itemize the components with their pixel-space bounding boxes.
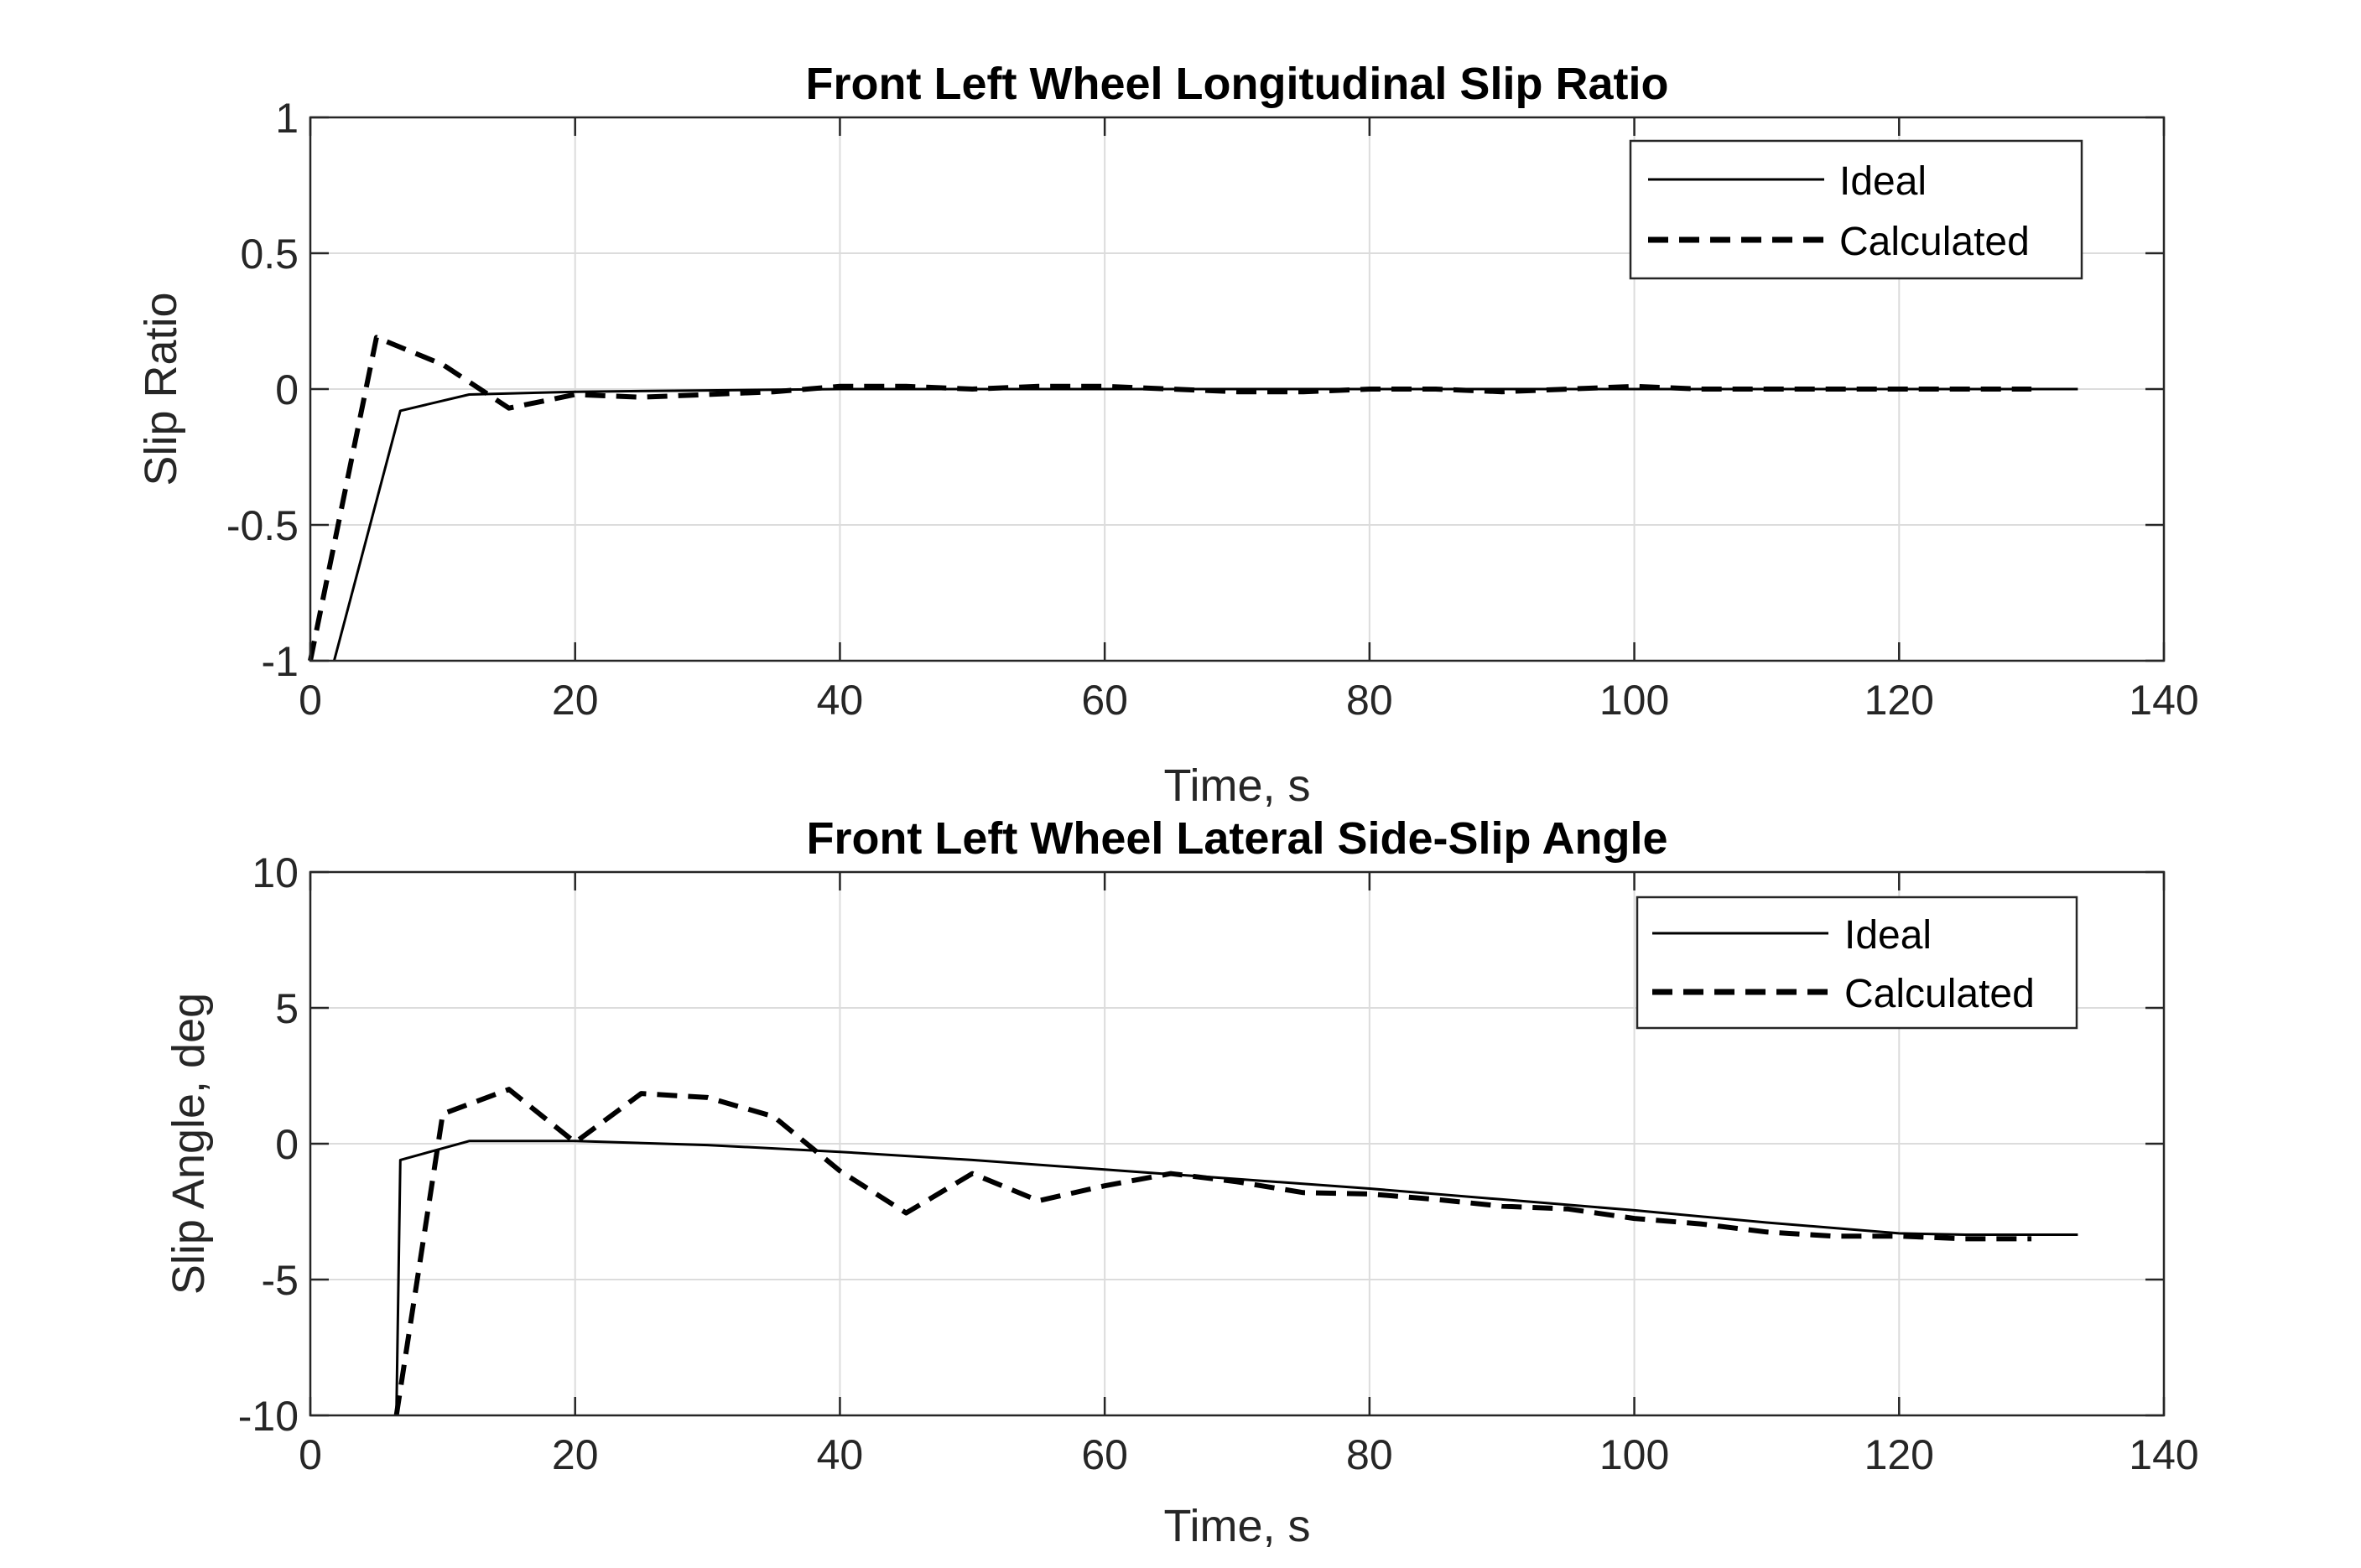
slip-angle-legend: Ideal Calculated xyxy=(1636,896,2078,1030)
slip-ratio-legend-box xyxy=(1629,139,2083,280)
slip-ratio-series-calculated-line xyxy=(308,335,2032,662)
slip-angle-grid xyxy=(310,872,2164,1415)
slip-angle-ticks: 0 20 40 60 80 100 120 140 -10 -5 0 5 10 xyxy=(238,849,2199,1478)
slip-ratio-y-tick-label: 0.5 xyxy=(240,231,299,278)
slip-angle-chart-title: Front Left Wheel Lateral Side-Slip Angle xyxy=(806,813,1667,864)
slip-angle-y-tick-label: 0 xyxy=(275,1121,299,1168)
slip-angle-plot-area xyxy=(393,1087,2078,1416)
slip-ratio-x-tick-label: 80 xyxy=(1346,677,1393,724)
slip-ratio-x-tick-label: 0 xyxy=(299,677,322,724)
slip-angle-series-calculated-line xyxy=(393,1087,2032,1416)
slip-ratio-y-tick-label: -0.5 xyxy=(226,502,299,549)
slip-angle-y-tick-label: -5 xyxy=(262,1257,299,1304)
slip-angle-x-tick-label: 60 xyxy=(1081,1431,1128,1478)
slip-ratio-axes: 0 20 40 60 80 100 120 140 -1 -0.5 0 0.5 1 Front Left… xyxy=(136,59,2199,811)
slip-angle-axes: 0 20 40 60 80 100 120 140 -10 -5 0 5 10 Front Left W… xyxy=(164,813,2199,1551)
slip-ratio-x-tick-label: 40 xyxy=(817,677,864,724)
slip-ratio-x-axis-label: Time, s xyxy=(1164,761,1311,811)
slip-angle-y-tick-label: 5 xyxy=(275,985,299,1032)
slip-angle-x-tick-label: 100 xyxy=(1599,1431,1669,1478)
slip-ratio-chart-title: Front Left Wheel Longitudinal Slip Ratio xyxy=(806,59,1669,109)
slip-ratio-x-tick-label: 60 xyxy=(1081,677,1128,724)
slip-ratio-x-tick-label: 100 xyxy=(1599,677,1669,724)
slip-ratio-ticks: 0 20 40 60 80 100 120 140 -1 -0.5 0 0.5 1 xyxy=(226,95,2199,724)
slip-ratio-y-tick-label: 1 xyxy=(275,95,299,142)
slip-ratio-y-axis-label: Slip Ratio xyxy=(136,292,186,485)
slip-ratio-x-tick-label: 20 xyxy=(552,677,599,724)
slip-angle-x-tick-label: 80 xyxy=(1346,1431,1393,1478)
slip-ratio-legend-calculated-label: Calculated xyxy=(1839,220,2030,264)
slip-ratio-legend: Ideal Calculated xyxy=(1629,139,2083,280)
slip-ratio-y-tick-label: -1 xyxy=(262,638,299,685)
slip-angle-legend-calculated-label: Calculated xyxy=(1844,972,2035,1016)
slip-angle-x-tick-label: 0 xyxy=(299,1431,322,1478)
slip-angle-y-axis-label: Slip Angle, deg xyxy=(164,993,214,1295)
slip-angle-x-tick-label: 140 xyxy=(2129,1431,2198,1478)
slip-angle-legend-box xyxy=(1636,896,2078,1030)
slip-ratio-y-tick-label: 0 xyxy=(275,366,299,413)
slip-angle-legend-ideal-label: Ideal xyxy=(1844,913,1932,958)
slip-angle-x-tick-label: 120 xyxy=(1864,1431,1934,1478)
slip-ratio-plot-area xyxy=(308,335,2078,662)
slip-angle-x-axis-label: Time, s xyxy=(1164,1501,1311,1551)
slip-angle-y-tick-label: 10 xyxy=(252,849,299,896)
slip-ratio-x-tick-label: 140 xyxy=(2129,677,2198,724)
slip-angle-y-tick-label: -10 xyxy=(238,1393,299,1440)
slip-angle-x-tick-label: 20 xyxy=(552,1431,599,1478)
slip-ratio-x-tick-label: 120 xyxy=(1864,677,1934,724)
slip-ratio-legend-ideal-label: Ideal xyxy=(1839,159,1927,204)
slip-angle-series-ideal-line xyxy=(395,1140,2078,1416)
slip-angle-x-tick-label: 40 xyxy=(817,1431,864,1478)
